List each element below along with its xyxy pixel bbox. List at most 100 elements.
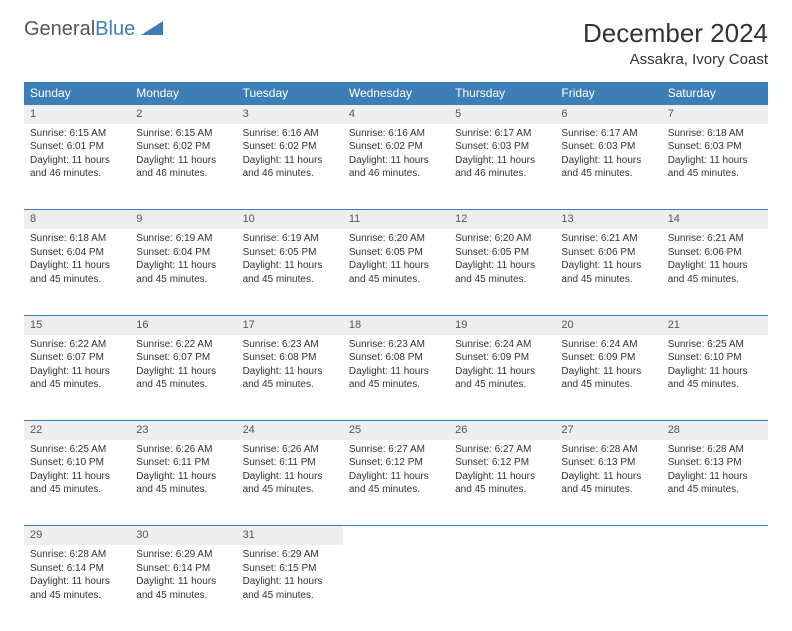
day-number: 6 bbox=[555, 105, 661, 124]
day-cell: Sunrise: 6:15 AMSunset: 6:02 PMDaylight:… bbox=[130, 124, 236, 210]
day-cell: Sunrise: 6:15 AMSunset: 6:01 PMDaylight:… bbox=[24, 124, 130, 210]
day-number: 5 bbox=[449, 105, 555, 124]
sunrise-line: Sunrise: 6:28 AM bbox=[668, 443, 762, 457]
day-number: 18 bbox=[343, 315, 449, 334]
sunrise-line: Sunrise: 6:25 AM bbox=[30, 443, 124, 457]
day-number: 19 bbox=[449, 315, 555, 334]
header: GeneralBlue December 2024 Assakra, Ivory… bbox=[24, 18, 768, 68]
sunrise-line: Sunrise: 6:26 AM bbox=[243, 443, 337, 457]
sunrise-line: Sunrise: 6:15 AM bbox=[30, 127, 124, 141]
day-cell: Sunrise: 6:21 AMSunset: 6:06 PMDaylight:… bbox=[662, 229, 768, 315]
sunrise-line: Sunrise: 6:27 AM bbox=[455, 443, 549, 457]
daylight-line: Daylight: 11 hours and 45 minutes. bbox=[455, 365, 549, 392]
sunrise-line: Sunrise: 6:29 AM bbox=[136, 548, 230, 562]
sunrise-line: Sunrise: 6:28 AM bbox=[30, 548, 124, 562]
day-number: 22 bbox=[24, 421, 130, 440]
day-cell: Sunrise: 6:19 AMSunset: 6:05 PMDaylight:… bbox=[237, 229, 343, 315]
sunset-line: Sunset: 6:07 PM bbox=[30, 351, 124, 365]
weekday-header-row: SundayMondayTuesdayWednesdayThursdayFrid… bbox=[24, 82, 768, 105]
sunset-line: Sunset: 6:13 PM bbox=[668, 456, 762, 470]
day-number: 25 bbox=[343, 421, 449, 440]
day-number: 27 bbox=[555, 421, 661, 440]
daylight-line: Daylight: 11 hours and 45 minutes. bbox=[30, 470, 124, 497]
day-cell: Sunrise: 6:22 AMSunset: 6:07 PMDaylight:… bbox=[130, 335, 236, 421]
day-cell-empty bbox=[662, 545, 768, 631]
day-cell: Sunrise: 6:19 AMSunset: 6:04 PMDaylight:… bbox=[130, 229, 236, 315]
day-cell: Sunrise: 6:28 AMSunset: 6:13 PMDaylight:… bbox=[662, 440, 768, 526]
daylight-line: Daylight: 11 hours and 45 minutes. bbox=[349, 259, 443, 286]
day-cell: Sunrise: 6:16 AMSunset: 6:02 PMDaylight:… bbox=[237, 124, 343, 210]
daylight-line: Daylight: 11 hours and 45 minutes. bbox=[243, 365, 337, 392]
sunset-line: Sunset: 6:07 PM bbox=[136, 351, 230, 365]
day-number: 7 bbox=[662, 105, 768, 124]
day-body-row: Sunrise: 6:28 AMSunset: 6:14 PMDaylight:… bbox=[24, 545, 768, 631]
location: Assakra, Ivory Coast bbox=[583, 51, 768, 68]
month-title: December 2024 bbox=[583, 18, 768, 49]
day-cell: Sunrise: 6:25 AMSunset: 6:10 PMDaylight:… bbox=[662, 335, 768, 421]
day-cell: Sunrise: 6:23 AMSunset: 6:08 PMDaylight:… bbox=[343, 335, 449, 421]
sunset-line: Sunset: 6:04 PM bbox=[136, 246, 230, 260]
daylight-line: Daylight: 11 hours and 45 minutes. bbox=[561, 259, 655, 286]
daylight-line: Daylight: 11 hours and 45 minutes. bbox=[668, 365, 762, 392]
sunset-line: Sunset: 6:01 PM bbox=[30, 140, 124, 154]
day-number-row: 1234567 bbox=[24, 105, 768, 124]
logo-triangle-icon bbox=[141, 18, 163, 41]
title-block: December 2024 Assakra, Ivory Coast bbox=[583, 18, 768, 68]
daylight-line: Daylight: 11 hours and 45 minutes. bbox=[243, 575, 337, 602]
daylight-line: Daylight: 11 hours and 46 minutes. bbox=[349, 154, 443, 181]
sunrise-line: Sunrise: 6:22 AM bbox=[30, 338, 124, 352]
sunrise-line: Sunrise: 6:22 AM bbox=[136, 338, 230, 352]
day-cell: Sunrise: 6:18 AMSunset: 6:03 PMDaylight:… bbox=[662, 124, 768, 210]
day-cell: Sunrise: 6:20 AMSunset: 6:05 PMDaylight:… bbox=[343, 229, 449, 315]
sunset-line: Sunset: 6:02 PM bbox=[349, 140, 443, 154]
daylight-line: Daylight: 11 hours and 45 minutes. bbox=[136, 575, 230, 602]
calendar-body: 1234567Sunrise: 6:15 AMSunset: 6:01 PMDa… bbox=[24, 105, 768, 631]
sunset-line: Sunset: 6:13 PM bbox=[561, 456, 655, 470]
daylight-line: Daylight: 11 hours and 45 minutes. bbox=[30, 365, 124, 392]
logo-text-blue: Blue bbox=[95, 18, 135, 41]
day-number: 15 bbox=[24, 315, 130, 334]
daylight-line: Daylight: 11 hours and 45 minutes. bbox=[30, 575, 124, 602]
day-cell: Sunrise: 6:21 AMSunset: 6:06 PMDaylight:… bbox=[555, 229, 661, 315]
day-number: 23 bbox=[130, 421, 236, 440]
sunset-line: Sunset: 6:14 PM bbox=[30, 562, 124, 576]
day-number: 17 bbox=[237, 315, 343, 334]
sunset-line: Sunset: 6:10 PM bbox=[30, 456, 124, 470]
weekday-header: Tuesday bbox=[237, 82, 343, 105]
daylight-line: Daylight: 11 hours and 45 minutes. bbox=[455, 470, 549, 497]
sunrise-line: Sunrise: 6:20 AM bbox=[349, 232, 443, 246]
sunrise-line: Sunrise: 6:28 AM bbox=[561, 443, 655, 457]
daylight-line: Daylight: 11 hours and 46 minutes. bbox=[30, 154, 124, 181]
daylight-line: Daylight: 11 hours and 45 minutes. bbox=[668, 470, 762, 497]
day-cell: Sunrise: 6:23 AMSunset: 6:08 PMDaylight:… bbox=[237, 335, 343, 421]
sunrise-line: Sunrise: 6:21 AM bbox=[668, 232, 762, 246]
daylight-line: Daylight: 11 hours and 45 minutes. bbox=[668, 259, 762, 286]
day-cell: Sunrise: 6:26 AMSunset: 6:11 PMDaylight:… bbox=[130, 440, 236, 526]
day-cell: Sunrise: 6:22 AMSunset: 6:07 PMDaylight:… bbox=[24, 335, 130, 421]
day-cell: Sunrise: 6:27 AMSunset: 6:12 PMDaylight:… bbox=[343, 440, 449, 526]
sunrise-line: Sunrise: 6:15 AM bbox=[136, 127, 230, 141]
day-number: 4 bbox=[343, 105, 449, 124]
sunrise-line: Sunrise: 6:16 AM bbox=[349, 127, 443, 141]
day-cell: Sunrise: 6:20 AMSunset: 6:05 PMDaylight:… bbox=[449, 229, 555, 315]
daylight-line: Daylight: 11 hours and 45 minutes. bbox=[668, 154, 762, 181]
sunset-line: Sunset: 6:10 PM bbox=[668, 351, 762, 365]
day-cell: Sunrise: 6:25 AMSunset: 6:10 PMDaylight:… bbox=[24, 440, 130, 526]
day-cell-empty bbox=[555, 545, 661, 631]
day-number-empty bbox=[662, 526, 768, 545]
day-body-row: Sunrise: 6:18 AMSunset: 6:04 PMDaylight:… bbox=[24, 229, 768, 315]
day-number: 3 bbox=[237, 105, 343, 124]
sunset-line: Sunset: 6:09 PM bbox=[455, 351, 549, 365]
sunrise-line: Sunrise: 6:25 AM bbox=[668, 338, 762, 352]
day-number-empty bbox=[449, 526, 555, 545]
day-cell: Sunrise: 6:27 AMSunset: 6:12 PMDaylight:… bbox=[449, 440, 555, 526]
sunset-line: Sunset: 6:09 PM bbox=[561, 351, 655, 365]
sunset-line: Sunset: 6:02 PM bbox=[243, 140, 337, 154]
daylight-line: Daylight: 11 hours and 46 minutes. bbox=[243, 154, 337, 181]
day-cell: Sunrise: 6:29 AMSunset: 6:15 PMDaylight:… bbox=[237, 545, 343, 631]
day-number: 20 bbox=[555, 315, 661, 334]
day-number-empty bbox=[555, 526, 661, 545]
weekday-header: Monday bbox=[130, 82, 236, 105]
day-cell: Sunrise: 6:29 AMSunset: 6:14 PMDaylight:… bbox=[130, 545, 236, 631]
daylight-line: Daylight: 11 hours and 45 minutes. bbox=[243, 470, 337, 497]
